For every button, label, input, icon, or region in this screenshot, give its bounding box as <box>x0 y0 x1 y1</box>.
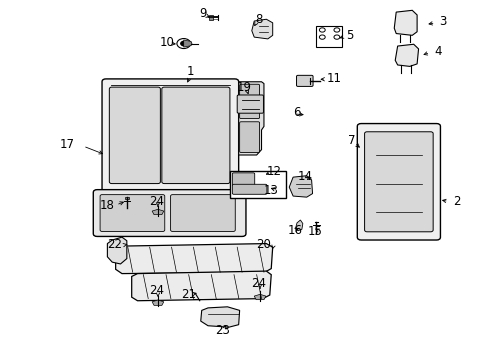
Polygon shape <box>107 237 126 264</box>
Bar <box>229 171 285 198</box>
Text: 10: 10 <box>159 36 174 49</box>
Text: 7: 7 <box>347 134 354 147</box>
Text: 13: 13 <box>263 184 278 197</box>
Text: 8: 8 <box>255 13 262 27</box>
Text: 21: 21 <box>181 288 196 301</box>
Polygon shape <box>116 244 272 274</box>
Text: 22: 22 <box>107 238 122 251</box>
FancyBboxPatch shape <box>102 79 238 195</box>
FancyBboxPatch shape <box>100 195 164 231</box>
Circle shape <box>181 41 186 46</box>
Text: 18: 18 <box>100 198 115 212</box>
FancyBboxPatch shape <box>364 132 432 232</box>
Bar <box>316 26 341 47</box>
Text: 24: 24 <box>251 277 266 290</box>
FancyBboxPatch shape <box>170 195 235 231</box>
FancyBboxPatch shape <box>239 84 259 118</box>
Text: 1: 1 <box>186 64 193 77</box>
FancyBboxPatch shape <box>237 95 263 113</box>
FancyBboxPatch shape <box>93 190 245 237</box>
Polygon shape <box>288 176 312 197</box>
Text: 23: 23 <box>215 324 229 337</box>
Text: 15: 15 <box>307 225 322 238</box>
Polygon shape <box>201 307 239 327</box>
Text: 16: 16 <box>287 224 303 237</box>
Polygon shape <box>131 271 271 301</box>
Text: 9: 9 <box>199 8 206 21</box>
Polygon shape <box>393 10 416 35</box>
Text: 12: 12 <box>265 165 281 177</box>
Text: 2: 2 <box>453 195 460 208</box>
FancyBboxPatch shape <box>357 123 440 240</box>
Text: 3: 3 <box>438 14 446 27</box>
FancyBboxPatch shape <box>232 184 266 194</box>
Polygon shape <box>254 294 265 300</box>
Bar <box>209 15 213 20</box>
Text: 6: 6 <box>292 105 300 119</box>
Polygon shape <box>295 220 302 231</box>
Polygon shape <box>394 44 418 66</box>
FancyBboxPatch shape <box>239 122 259 153</box>
Polygon shape <box>251 19 272 39</box>
Text: 4: 4 <box>433 45 441 58</box>
Text: 19: 19 <box>237 81 251 94</box>
Text: 5: 5 <box>346 29 353 42</box>
Bar <box>124 197 128 199</box>
Text: 24: 24 <box>149 284 164 297</box>
Text: 17: 17 <box>59 138 74 151</box>
Polygon shape <box>238 82 264 155</box>
FancyBboxPatch shape <box>296 75 312 86</box>
FancyBboxPatch shape <box>162 87 229 184</box>
FancyBboxPatch shape <box>232 173 254 186</box>
Text: 11: 11 <box>326 72 342 85</box>
Polygon shape <box>183 40 192 47</box>
FancyBboxPatch shape <box>109 87 160 184</box>
Text: 24: 24 <box>149 195 164 208</box>
Text: 20: 20 <box>256 238 271 251</box>
Polygon shape <box>152 300 163 305</box>
Polygon shape <box>152 209 163 215</box>
Text: 14: 14 <box>297 170 312 183</box>
